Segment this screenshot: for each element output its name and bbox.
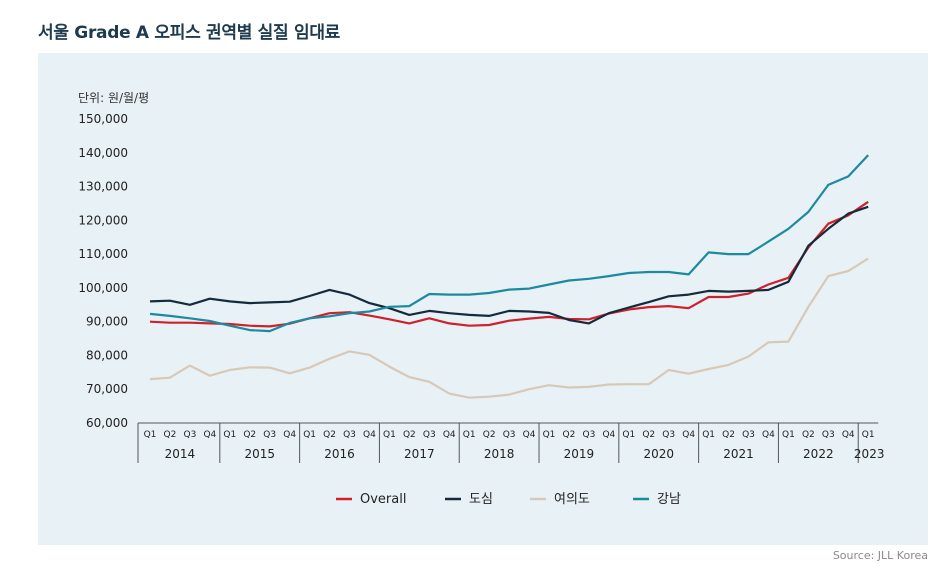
x-tick-label: Q2 xyxy=(243,430,256,440)
y-tick-label: 150,000 xyxy=(78,112,128,126)
x-tick-label: Q1 xyxy=(622,430,635,440)
legend-label: Overall xyxy=(360,492,406,507)
x-tick-label: Q1 xyxy=(543,430,556,440)
x-tick-label: Q2 xyxy=(722,430,735,440)
x-tick-label: Q1 xyxy=(782,430,795,440)
x-tick-label: Q3 xyxy=(582,430,595,440)
x-tick-label: Q2 xyxy=(563,430,576,440)
x-tick-label: Q3 xyxy=(503,430,516,440)
legend-label: 강남 xyxy=(657,492,681,507)
year-label: 2018 xyxy=(484,447,515,461)
x-tick-label: Q3 xyxy=(662,430,675,440)
legend: Overall 도심 여의도 강남 xyxy=(336,492,681,507)
year-label: 2016 xyxy=(324,447,355,461)
source-note: Source: JLL Korea xyxy=(832,549,928,562)
page-title: 서울 Grade A 오피스 권역별 실질 임대료 xyxy=(38,23,340,43)
y-tick-label: 70,000 xyxy=(86,382,128,396)
year-label: 2017 xyxy=(404,447,435,461)
series-line xyxy=(149,200,869,328)
x-tick-label: Q2 xyxy=(642,430,655,440)
x-tick-label: Q3 xyxy=(183,430,196,440)
year-label: 2019 xyxy=(564,447,595,461)
x-tick-label: Q1 xyxy=(144,430,157,440)
x-tick-label: Q3 xyxy=(343,430,356,440)
year-label: 2020 xyxy=(643,447,674,461)
x-tick-label: Q1 xyxy=(303,430,316,440)
x-tick-label: Q4 xyxy=(682,430,695,440)
x-tick-label: Q4 xyxy=(523,430,536,440)
y-tick-label: 100,000 xyxy=(78,281,128,295)
year-label: 2014 xyxy=(165,447,196,461)
x-tick-label: Q4 xyxy=(762,430,775,440)
x-tick-label: Q4 xyxy=(283,430,296,440)
x-tick-label: Q4 xyxy=(443,430,456,440)
x-tick-label: Q1 xyxy=(383,430,396,440)
y-tick-label: 80,000 xyxy=(86,348,128,362)
x-tick-label: Q3 xyxy=(263,430,276,440)
unit-label: 단위: 원/월/평 xyxy=(78,91,149,105)
x-tick-label: Q4 xyxy=(842,430,855,440)
series-line xyxy=(149,205,869,325)
legend-label: 여의도 xyxy=(554,492,590,507)
x-tick-label: Q3 xyxy=(742,430,755,440)
series-lines xyxy=(149,154,870,399)
x-tick-label: Q2 xyxy=(483,430,496,440)
y-tick-label: 110,000 xyxy=(78,247,128,261)
x-tick-label: Q2 xyxy=(323,430,336,440)
legend-label: 도심 xyxy=(469,492,493,507)
x-axis: Q1 Q2 Q3 Q4 Q1 Q2 Q3 Q4 Q1 Q2 Q3 Q4 Q1 Q2 Q3 Q4 Q1 Q2 Q3 Q4… xyxy=(137,422,885,463)
x-tick-label: Q1 xyxy=(702,430,715,440)
x-tick-label: Q1 xyxy=(223,430,236,440)
y-tick-label: 60,000 xyxy=(86,416,128,430)
chart-panel: 단위: 원/월/평 60,000 70,000 80,000 90,000 100,00… xyxy=(38,53,928,545)
x-tick-label: Q2 xyxy=(164,430,177,440)
year-label: 2021 xyxy=(723,447,754,461)
x-tick-label: Q1 xyxy=(463,430,476,440)
y-tick-label: 140,000 xyxy=(78,146,128,160)
y-tick-label: 90,000 xyxy=(86,315,128,329)
x-tick-label: Q2 xyxy=(403,430,416,440)
x-tick-label: Q2 xyxy=(802,430,815,440)
series-line xyxy=(149,154,870,333)
y-tick-label: 130,000 xyxy=(78,180,128,194)
line-chart: 단위: 원/월/평 60,000 70,000 80,000 90,000 100,00… xyxy=(78,91,885,507)
year-label: 2022 xyxy=(803,447,834,461)
x-tick-label: Q1 xyxy=(862,430,875,440)
year-label: 2023 xyxy=(854,447,885,461)
x-tick-label: Q4 xyxy=(203,430,216,440)
y-tick-label: 120,000 xyxy=(78,213,128,227)
x-tick-label: Q4 xyxy=(363,430,376,440)
y-axis: 60,000 70,000 80,000 90,000 100,000 110,000 12… xyxy=(78,112,128,430)
x-tick-label: Q4 xyxy=(602,430,615,440)
year-label: 2015 xyxy=(244,447,275,461)
x-tick-label: Q3 xyxy=(822,430,835,440)
x-tick-label: Q3 xyxy=(423,430,436,440)
series-line xyxy=(149,257,869,399)
